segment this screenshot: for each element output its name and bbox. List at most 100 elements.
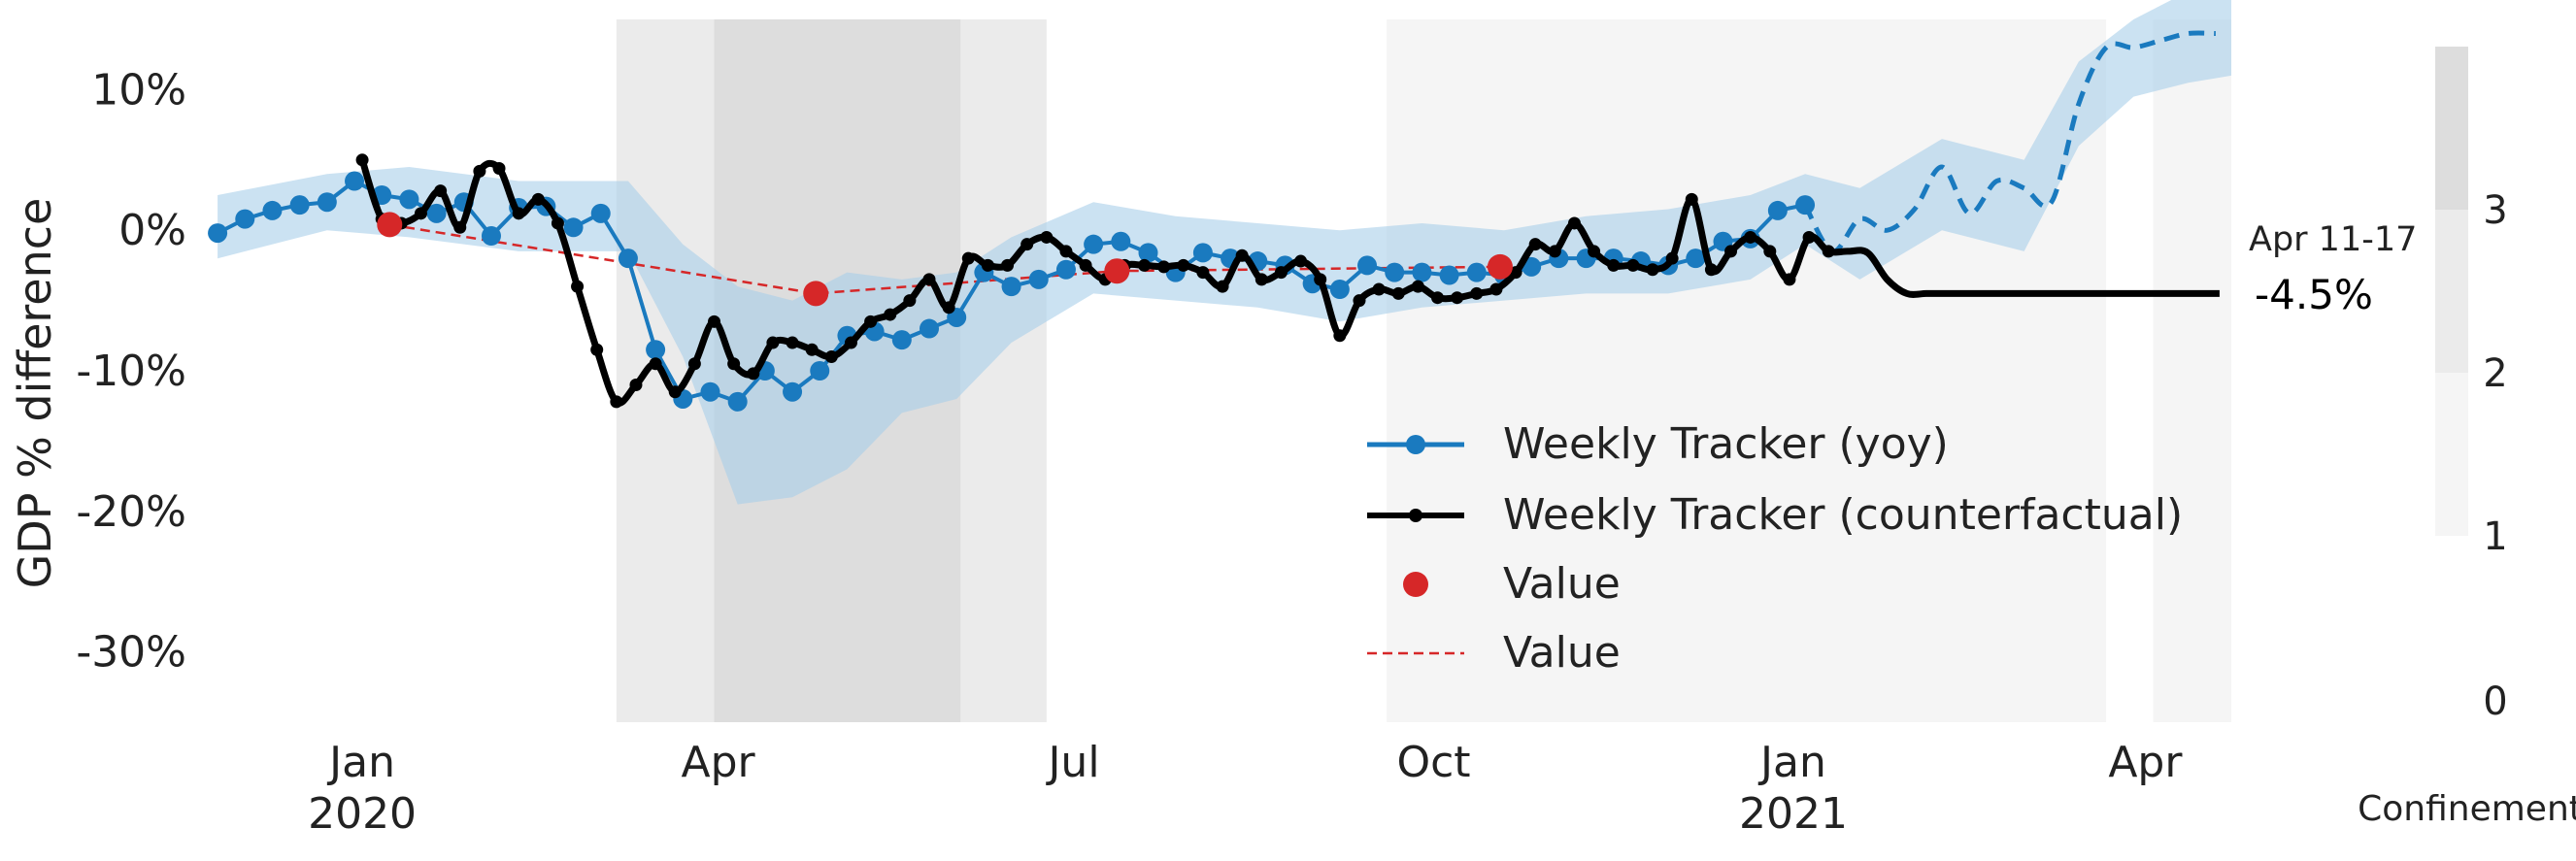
y-axis: 10% 0% -10% -20% -30%: [76, 65, 186, 677]
counterfactual-point-53: [1392, 287, 1405, 300]
yoy-point-26: [920, 319, 939, 339]
yoy-point-44: [1412, 263, 1431, 282]
yoy-point-4: [318, 192, 337, 212]
counterfactual-point-66: [1647, 263, 1659, 276]
y-tick-label-2: -10%: [76, 347, 186, 396]
counterfactual-point-50: [1333, 329, 1346, 342]
colorbar-segment-1: [2435, 373, 2468, 536]
counterfactual-point-69: [1705, 263, 1718, 276]
counterfactual-point-15: [650, 357, 662, 370]
counterfactual-point-6: [473, 165, 485, 178]
x-tick-year-4: 2021: [1739, 789, 1848, 839]
counterfactual-point-36: [1059, 245, 1072, 257]
counterfactual-point-55: [1431, 291, 1444, 304]
annotation-date-label: Apr 11-17: [2249, 220, 2417, 259]
colorbar-segment-3: [2435, 47, 2468, 210]
yoy-point-43: [1385, 263, 1404, 282]
counterfactual-point-26: [864, 315, 877, 328]
counterfactual-point-8: [513, 207, 525, 219]
counterfactual-point-7: [493, 162, 506, 175]
counterfactual-point-61: [1549, 245, 1561, 257]
yoy-point-30: [1029, 270, 1049, 289]
x-tick-label-5: Apr: [2108, 738, 2183, 787]
yoy-point-21: [783, 382, 802, 402]
counterfactual-point-67: [1666, 252, 1679, 265]
value-point-1: [803, 281, 828, 306]
value-point-3: [1488, 254, 1513, 280]
counterfactual-point-25: [845, 337, 857, 349]
colorbar-label: Confinement: [2358, 789, 2576, 829]
counterfactual-point-11: [571, 281, 584, 293]
legend-label-value-line: Value: [1503, 628, 1621, 678]
x-tick-label-4: Jan: [1757, 738, 1826, 787]
yoy-point-34: [1139, 243, 1158, 262]
yoy-point-13: [564, 217, 584, 237]
yoy-point-41: [1330, 280, 1350, 299]
legend-label-value-marker: Value: [1503, 559, 1621, 609]
yoy-point-19: [728, 392, 748, 412]
counterfactual-point-43: [1196, 266, 1209, 279]
counterfactual-point-34: [1020, 238, 1033, 250]
yoy-point-0: [208, 223, 227, 243]
yoy-point-7: [399, 189, 418, 209]
counterfactual-point-3: [415, 207, 427, 219]
counterfactual-point-12: [590, 344, 603, 356]
yoy-point-29: [1002, 277, 1021, 296]
counterfactual-point-70: [1724, 245, 1737, 257]
counterfactual-point-47: [1275, 266, 1288, 279]
counterfactual-point-24: [825, 350, 838, 363]
counterfactual-point-75: [1823, 245, 1835, 257]
yoy-point-32: [1084, 235, 1103, 254]
colorbar-tick-2: 2: [2483, 351, 2507, 396]
yoy-point-14: [591, 204, 611, 223]
counterfactual-point-48: [1294, 255, 1307, 268]
counterfactual-point-60: [1529, 238, 1542, 250]
counterfactual-point-74: [1803, 231, 1816, 244]
counterfactual-point-49: [1314, 273, 1326, 285]
counterfactual-point-4: [434, 184, 447, 197]
y-tick-label-3: -20%: [76, 487, 186, 537]
x-tick-label-1: Apr: [681, 738, 755, 787]
yoy-point-2: [262, 201, 282, 220]
legend-label-yoy: Weekly Tracker (yoy): [1503, 419, 1949, 469]
value-point-2: [1104, 258, 1129, 283]
counterfactual-point-64: [1607, 259, 1620, 272]
counterfactual-point-28: [903, 294, 916, 307]
yoy-point-57: [1768, 201, 1788, 220]
counterfactual-point-22: [786, 337, 799, 349]
yoy-point-5: [345, 172, 364, 191]
counterfactual-point-30: [943, 301, 955, 314]
colorbar-segment-2: [2435, 210, 2468, 373]
counterfactual-point-65: [1626, 259, 1639, 272]
x-axis: Jan2020Apr Jul Oct Jan2021Apr: [308, 738, 2183, 839]
yoy-point-33: [1111, 232, 1130, 251]
colorbar-tick-1: 1: [2483, 514, 2507, 559]
counterfactual-point-42: [1177, 259, 1189, 272]
latest-annotation: Apr 11-17 -4.5%: [2249, 220, 2417, 318]
counterfactual-point-40: [1138, 259, 1151, 272]
counterfactual-point-44: [1217, 281, 1229, 293]
counterfactual-point-57: [1470, 287, 1483, 300]
counterfactual-point-21: [766, 337, 779, 349]
counterfactual-point-23: [806, 344, 819, 356]
yoy-point-45: [1440, 266, 1459, 285]
counterfactual-point-19: [727, 357, 740, 370]
yoy-point-18: [700, 382, 719, 402]
legend-label-counterfactual: Weekly Tracker (counterfactual): [1503, 490, 2183, 540]
counterfactual-point-63: [1588, 245, 1600, 257]
counterfactual-point-14: [629, 379, 642, 391]
x-tick-label-3: Oct: [1396, 738, 1470, 787]
counterfactual-point-10: [552, 216, 564, 229]
counterfactual-point-51: [1353, 294, 1365, 307]
counterfactual-point-41: [1157, 260, 1170, 273]
counterfactual-point-0: [356, 153, 369, 166]
yoy-point-42: [1357, 255, 1377, 275]
counterfactual-point-16: [669, 385, 682, 398]
counterfactual-point-71: [1744, 231, 1756, 244]
x-tick-year-0: 2020: [308, 789, 417, 839]
yoy-point-15: [619, 248, 638, 268]
counterfactual-point-72: [1763, 245, 1776, 257]
x-tick-label-2: Jul: [1045, 738, 1099, 787]
counterfactual-point-58: [1489, 283, 1502, 296]
